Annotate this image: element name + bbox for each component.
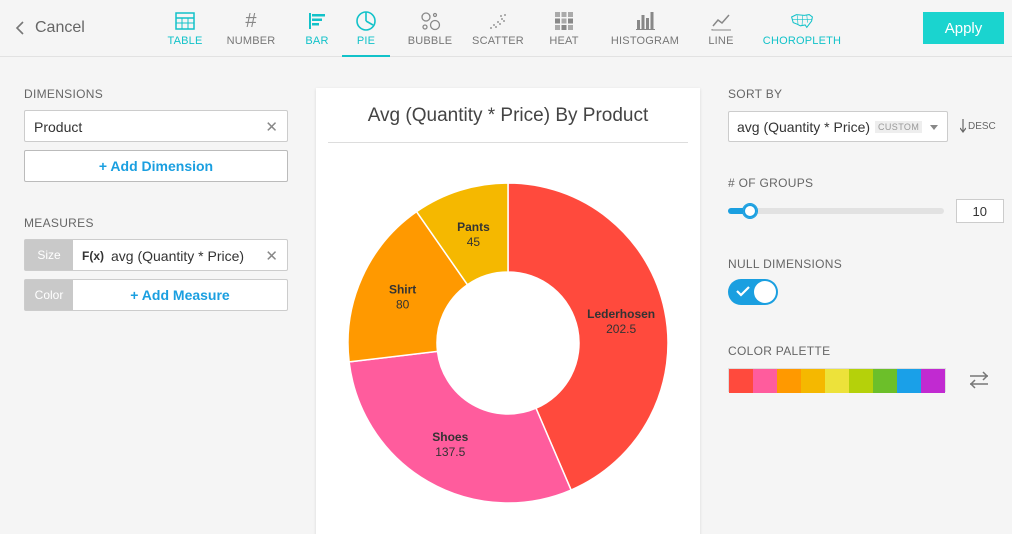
- fx-label: F(x): [82, 249, 104, 263]
- slice-value: 202.5: [606, 322, 636, 336]
- bar-icon: [305, 9, 329, 33]
- add-measure-button[interactable]: + Add Measure: [130, 287, 230, 303]
- title-divider: [328, 142, 688, 143]
- swap-icon[interactable]: [968, 371, 990, 389]
- chevron-left-icon: [15, 21, 24, 35]
- pie-slice-shoes[interactable]: [348, 350, 573, 504]
- palette-swatch: [849, 369, 873, 393]
- palette-swatch: [897, 369, 921, 393]
- slice-value: 80: [396, 298, 410, 312]
- heat-icon: [552, 9, 576, 33]
- groups-slider-fill: [728, 208, 750, 214]
- tab-line[interactable]: LINE: [688, 0, 754, 57]
- null-dimensions-toggle[interactable]: [728, 279, 778, 305]
- chart-type-tabs: TABLE # NUMBER BAR PIE BUBBLE: [160, 0, 850, 57]
- tab-number[interactable]: # NUMBER: [210, 0, 292, 57]
- groups-label: # OF GROUPS: [728, 176, 814, 190]
- tab-bubble[interactable]: BUBBLE: [390, 0, 470, 57]
- tab-histogram[interactable]: HISTOGRAM: [602, 0, 688, 57]
- sort-by-label: SORT BY: [728, 87, 783, 101]
- groups-slider[interactable]: [728, 203, 944, 219]
- desc-label: DESC: [968, 120, 996, 132]
- palette-swatch: [777, 369, 801, 393]
- slice-label: Shoes: [432, 430, 468, 444]
- tab-table[interactable]: TABLE: [160, 0, 210, 57]
- sort-direction-toggle[interactable]: DESC: [960, 119, 996, 133]
- palette-swatch: [873, 369, 897, 393]
- pie-slice-shirt[interactable]: [347, 210, 469, 363]
- slice-value: 137.5: [435, 445, 465, 459]
- measures-label: MEASURES: [24, 216, 94, 230]
- size-tag: Size: [25, 240, 73, 270]
- chart-card: Avg (Quantity * Price) By Product Lederh…: [316, 88, 700, 534]
- tab-number-label: NUMBER: [226, 35, 276, 47]
- color-measure-field: Color + Add Measure: [24, 279, 288, 311]
- dimensions-label: DIMENSIONS: [24, 87, 104, 101]
- tab-heat-label: HEAT: [549, 35, 579, 47]
- slice-label: Shirt: [389, 283, 416, 297]
- color-palette[interactable]: [728, 368, 946, 393]
- top-toolbar: Cancel TABLE # NUMBER BAR PIE: [0, 0, 1012, 57]
- sort-by-select[interactable]: avg (Quantity * Price) CUSTOM: [728, 111, 948, 142]
- groups-slider-thumb[interactable]: [742, 203, 758, 219]
- palette-swatch: [825, 369, 849, 393]
- tab-pie-label: PIE: [356, 35, 376, 47]
- tab-heat[interactable]: HEAT: [526, 0, 602, 57]
- tab-scatter[interactable]: SCATTER: [470, 0, 526, 57]
- table-icon: [173, 9, 197, 33]
- tab-bar-label: BAR: [305, 35, 329, 47]
- remove-measure-icon[interactable]: ✕: [265, 248, 278, 265]
- tab-choropleth-label: CHOROPLETH: [762, 35, 842, 47]
- pie-slice-pants[interactable]: [415, 182, 509, 286]
- palette-swatch: [753, 369, 777, 393]
- cancel-label: Cancel: [35, 19, 85, 36]
- pie-slice-lederhosen[interactable]: [507, 182, 669, 492]
- measure-value: avg (Quantity * Price): [111, 248, 245, 264]
- tab-table-label: TABLE: [167, 35, 203, 47]
- color-tag: Color: [25, 280, 73, 310]
- bubble-icon: [418, 9, 442, 33]
- tab-bar[interactable]: BAR: [292, 0, 342, 57]
- apply-button[interactable]: Apply: [923, 12, 1004, 44]
- custom-badge: CUSTOM: [875, 121, 923, 133]
- slice-label: Pants: [457, 220, 490, 234]
- color-palette-label: COLOR PALETTE: [728, 344, 831, 358]
- line-icon: [709, 9, 733, 33]
- choropleth-icon: [790, 9, 814, 33]
- sort-value: avg (Quantity * Price): [737, 119, 871, 135]
- remove-dimension-icon[interactable]: ✕: [265, 119, 278, 136]
- slice-value: 45: [467, 235, 481, 249]
- tab-pie[interactable]: PIE: [342, 0, 390, 57]
- palette-swatch: [921, 369, 945, 393]
- toggle-knob: [754, 281, 776, 303]
- dimension-value: Product: [34, 119, 83, 135]
- tab-bubble-label: BUBBLE: [407, 35, 453, 47]
- scatter-icon: [486, 9, 510, 33]
- palette-swatch: [729, 369, 753, 393]
- palette-swatch: [801, 369, 825, 393]
- tab-histogram-label: HISTOGRAM: [610, 35, 680, 47]
- groups-input[interactable]: 10: [956, 199, 1004, 223]
- add-dimension-button[interactable]: + Add Dimension: [24, 150, 288, 182]
- histogram-icon: [633, 9, 657, 33]
- null-dimensions-label: NULL DIMENSIONS: [728, 257, 843, 271]
- check-icon: [736, 286, 750, 297]
- cancel-button[interactable]: Cancel: [14, 16, 85, 40]
- tab-scatter-label: SCATTER: [472, 35, 524, 47]
- caret-down-icon: [930, 125, 938, 130]
- arrow-down-icon: [960, 119, 966, 133]
- tab-line-label: LINE: [708, 35, 734, 47]
- pie-icon: [354, 9, 378, 33]
- size-measure-field[interactable]: Size F(x) avg (Quantity * Price) ✕: [24, 239, 288, 271]
- slice-label: Lederhosen: [587, 307, 655, 321]
- tab-choropleth[interactable]: CHOROPLETH: [754, 0, 850, 57]
- chart-title: Avg (Quantity * Price) By Product: [367, 105, 649, 126]
- number-icon: #: [245, 9, 257, 32]
- dimension-field[interactable]: Product ✕: [24, 110, 288, 142]
